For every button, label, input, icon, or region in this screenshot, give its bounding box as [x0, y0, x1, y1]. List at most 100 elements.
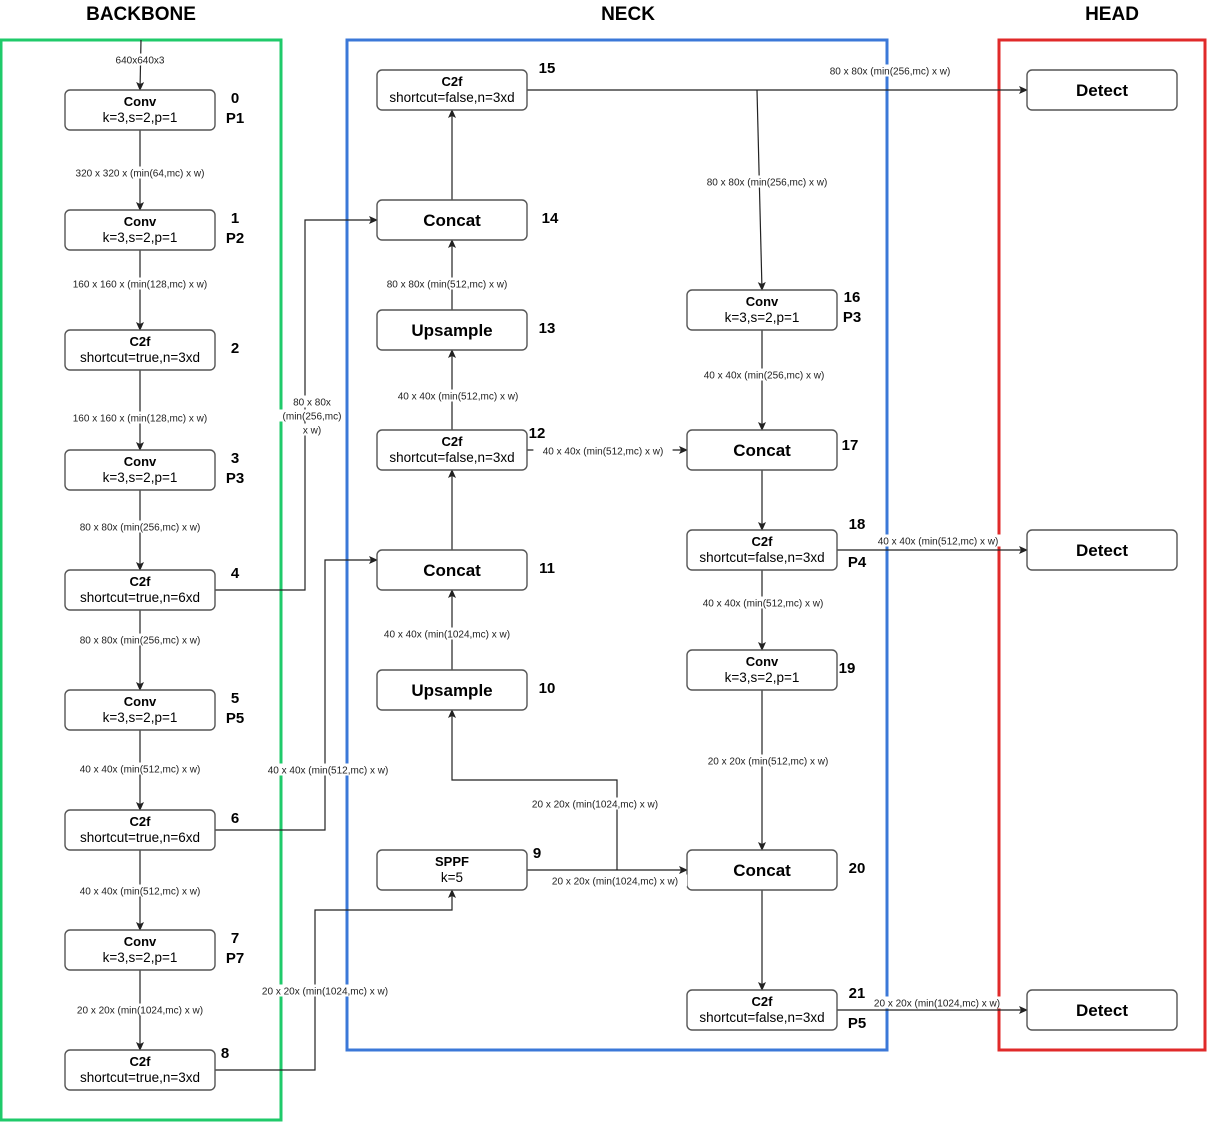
- node-title: C2f: [442, 74, 464, 89]
- node-box: [64, 209, 216, 251]
- node-box: [1026, 69, 1178, 111]
- edge-label: x w): [303, 426, 321, 437]
- edge-label: 80 x 80x (min(256,mc) x w): [707, 178, 828, 189]
- edge-label: 40 x 40x (min(512,mc) x w): [543, 447, 664, 458]
- edge-label: 160 x 160 x (min(128,mc) x w): [73, 414, 208, 425]
- node-17-concat: Concat 17: [686, 429, 858, 471]
- edge-label: 80 x 80x (min(256,mc) x w): [80, 636, 201, 647]
- edge-label: 80 x 80x (min(256,mc) x w): [80, 523, 201, 534]
- edge-label-bg: [65, 166, 215, 179]
- node-box: [686, 989, 838, 1031]
- edge-label: 40 x 40x (min(512,mc) x w): [703, 599, 824, 610]
- node-index: 5: [231, 690, 239, 707]
- node-params: shortcut=true,n=3xd: [80, 350, 200, 365]
- node-box: [376, 309, 528, 351]
- node-index: 15: [539, 60, 556, 77]
- node-box: [376, 199, 528, 241]
- edge-n6-to-n11: [215, 556, 378, 831]
- node-box: [64, 569, 216, 611]
- node-title: Concat: [423, 561, 481, 580]
- edge-label-bg: [522, 797, 668, 810]
- node-pyramid-level: P7: [226, 950, 244, 967]
- edge-label-bg: [694, 368, 834, 381]
- node-index: 18: [849, 516, 866, 533]
- node-pyramid-level: P5: [226, 710, 244, 727]
- node-box: [64, 329, 216, 371]
- edge-label: 20 x 20x (min(1024,mc) x w): [262, 987, 388, 998]
- node-index: 7: [231, 930, 239, 947]
- edge-label-bg: [278, 409, 346, 422]
- edge-label: 20 x 20x (min(1024,mc) x w): [77, 1006, 203, 1017]
- node-params: shortcut=true,n=3xd: [80, 1070, 200, 1085]
- node-box: [64, 929, 216, 971]
- node-title: C2f: [130, 1054, 152, 1069]
- node-title: Conv: [124, 214, 157, 229]
- node-index: 4: [231, 565, 240, 582]
- node-box: [1026, 529, 1178, 571]
- node-pyramid-level: P1: [226, 110, 244, 127]
- edge-label: 40 x 40x (min(512,mc) x w): [398, 392, 519, 403]
- node-title: Detect: [1076, 1001, 1128, 1020]
- node-index: 11: [539, 560, 555, 577]
- node-title: Conv: [746, 654, 779, 669]
- edge-label-bg: [70, 884, 210, 897]
- node-params: k=3,s=2,p=1: [103, 230, 178, 245]
- node-index: 10: [539, 680, 556, 697]
- node-title: Conv: [124, 454, 157, 469]
- node-index: 2: [231, 340, 239, 357]
- node-pyramid-level: P3: [226, 470, 244, 487]
- edge-label: 320 x 320 x (min(64,mc) x w): [76, 169, 205, 180]
- node-d2-detect: Detect: [1026, 529, 1178, 571]
- edge-n15-to-n16: [756, 89, 766, 291]
- node-params: k=3,s=2,p=1: [103, 470, 178, 485]
- node-params: shortcut=false,n=3xd: [389, 90, 514, 105]
- node-20-concat: Concat 20: [686, 849, 866, 891]
- edge-label-bg: [299, 423, 325, 436]
- neck-title: NECK: [601, 4, 655, 25]
- node-params: shortcut=true,n=6xd: [80, 590, 200, 605]
- node-title: Concat: [733, 861, 791, 880]
- node-params: shortcut=true,n=6xd: [80, 830, 200, 845]
- edge-label-bg: [377, 277, 517, 290]
- edge-label-bg: [533, 444, 673, 457]
- node-title: SPPF: [435, 854, 469, 869]
- node-index: 20: [849, 860, 866, 877]
- edge-label: 20 x 20x (min(1024,mc) x w): [532, 800, 658, 811]
- edge-label-bg: [820, 64, 960, 77]
- node-11-concat: Concat 11: [376, 549, 555, 591]
- edge-label: 40 x 40x (min(512,mc) x w): [268, 766, 389, 777]
- node-index: 16: [844, 289, 861, 306]
- edge-label-bg: [252, 984, 398, 997]
- edge-label: 40 x 40x (min(1024,mc) x w): [384, 630, 510, 641]
- node-title: Conv: [746, 294, 779, 309]
- edge-label: 40 x 40x (min(512,mc) x w): [80, 887, 201, 898]
- edge-label-bg: [289, 395, 335, 408]
- node-pyramid-level: P4: [848, 554, 867, 571]
- node-title: C2f: [752, 994, 774, 1009]
- edge-label: 40 x 40x (min(512,mc) x w): [878, 537, 999, 548]
- node-pyramid-level: P5: [848, 1015, 866, 1032]
- node-box: [1026, 989, 1178, 1031]
- node-index: 12: [529, 425, 546, 442]
- node-pyramid-level: P3: [843, 309, 861, 326]
- node-title: Detect: [1076, 81, 1128, 100]
- edge-label-bg: [70, 520, 210, 533]
- node-index: 3: [231, 450, 239, 467]
- edge-label-bg: [62, 411, 218, 424]
- edge-label: 640x640x3: [116, 56, 165, 67]
- edge-label-bg: [864, 996, 1010, 1009]
- node-box: [686, 289, 838, 331]
- node-params: k=3,s=2,p=1: [725, 310, 800, 325]
- edge-label-bg: [697, 175, 837, 188]
